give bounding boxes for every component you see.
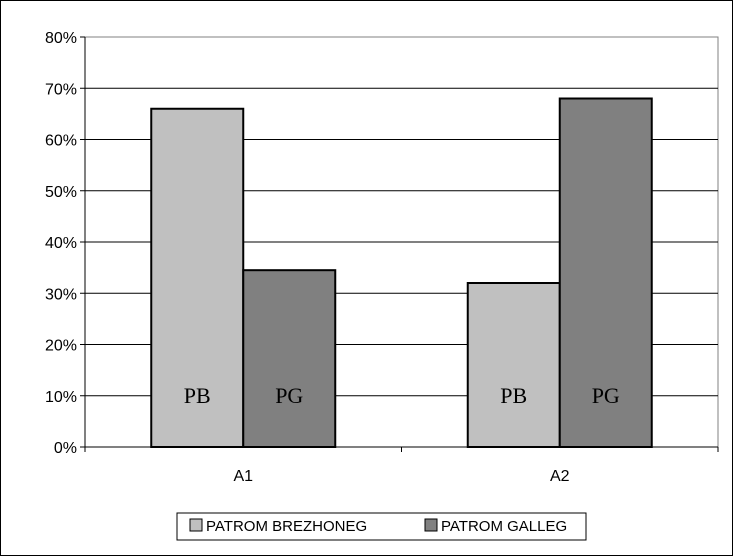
bar-labels: PB PG PB PG xyxy=(184,383,620,408)
x-tick-labels: A1 A2 xyxy=(233,468,569,485)
legend-swatch-patrom-galleg xyxy=(424,518,438,532)
y-tick-label: 20% xyxy=(45,338,77,355)
legend: PATROM BREZHONEG PATROM GALLEG xyxy=(176,512,587,541)
legend-label-patrom-brezhoneg: PATROM BREZHONEG xyxy=(206,518,367,535)
legend-label-patrom-galleg: PATROM GALLEG xyxy=(441,518,567,535)
legend-box xyxy=(176,512,587,541)
bars xyxy=(150,97,653,448)
y-tick-label: 80% xyxy=(45,30,77,47)
y-tick-label: 40% xyxy=(45,235,77,252)
y-tick-label: 60% xyxy=(45,133,77,150)
y-tick-label: 50% xyxy=(45,184,77,201)
y-tick-labels: 0% 10% 20% 30% 40% 50% 60% 70% 80% xyxy=(45,30,77,457)
y-tick-label: 0% xyxy=(54,440,77,457)
y-tick-label: 10% xyxy=(45,389,77,406)
x-tick-label: A1 xyxy=(233,468,253,485)
y-tick-label: 30% xyxy=(45,286,77,303)
bar-label: PG xyxy=(592,383,620,408)
bar-label: PG xyxy=(275,383,303,408)
axes xyxy=(80,36,719,452)
legend-swatch-patrom-brezhoneg xyxy=(189,518,203,532)
bar-label: PB xyxy=(500,383,527,408)
bar-pb-a1 xyxy=(150,107,245,448)
bar-pb-a2 xyxy=(466,282,561,448)
bar-pg-a2 xyxy=(558,97,653,448)
y-tick-label: 70% xyxy=(45,81,77,98)
x-tick-label: A2 xyxy=(550,468,570,485)
bar-label: PB xyxy=(184,383,211,408)
bar-pg-a1 xyxy=(242,269,337,448)
